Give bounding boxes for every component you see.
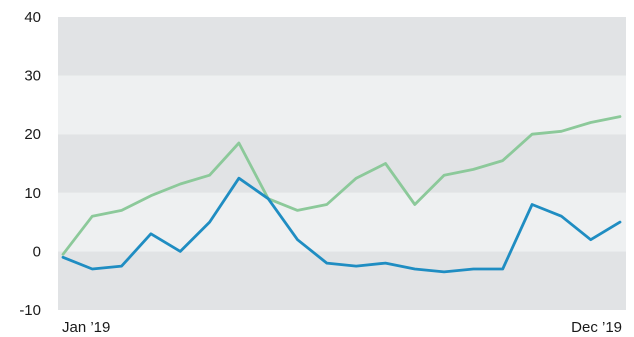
- series-lines: [61, 115, 622, 274]
- y-axis-ticks: -10 0 10 20 30 40: [19, 9, 41, 319]
- y-tick-label: 30: [24, 68, 41, 85]
- y-tick-label: 0: [33, 243, 41, 260]
- y-tick-label: -10: [19, 302, 41, 319]
- y-tick-label: 10: [24, 185, 41, 202]
- x-tick-label: Dec ’19: [571, 319, 622, 336]
- y-tick-label: 40: [24, 9, 41, 26]
- grid-bands: [58, 17, 626, 310]
- y-tick-label: 20: [24, 126, 41, 143]
- grid-band: [58, 17, 626, 76]
- grid-band: [58, 134, 626, 193]
- x-tick-label: Jan ’19: [62, 319, 110, 336]
- series-line: [61, 176, 622, 274]
- grid-band: [58, 251, 626, 310]
- series-line: [61, 115, 622, 256]
- grid-band: [58, 192, 626, 252]
- grid-band: [58, 75, 626, 135]
- x-axis-ticks: Jan ’19 Dec ’19: [62, 319, 622, 336]
